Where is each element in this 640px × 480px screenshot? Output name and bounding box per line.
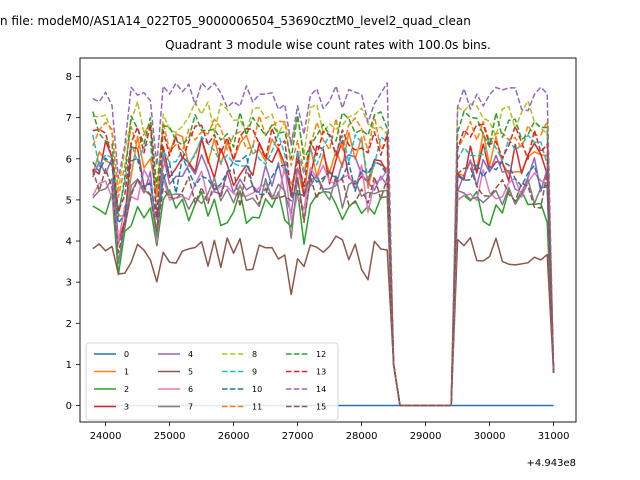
legend-label: 4 <box>188 350 193 359</box>
legend-label: 9 <box>252 368 257 377</box>
x-tick-label: 28000 <box>346 431 378 442</box>
y-tick-label: 0 <box>66 401 72 412</box>
y-tick-label: 6 <box>66 154 72 165</box>
legend-label: 6 <box>188 385 193 394</box>
legend-label: 13 <box>316 368 326 377</box>
x-tick-label: 29000 <box>410 431 442 442</box>
x-tick-label: 25000 <box>154 431 186 442</box>
legend-label: 14 <box>316 385 326 394</box>
legend-label: 8 <box>252 350 257 359</box>
y-axis: 0 1 2 3 4 5 6 7 8 <box>66 72 80 412</box>
series-line-6 <box>92 164 555 407</box>
x-axis: 24000 25000 26000 27000 28000 29000 30000 31000 <box>90 422 570 442</box>
y-tick-label: 8 <box>66 72 72 83</box>
series-line-7 <box>92 172 555 407</box>
series-line-14 <box>92 82 555 407</box>
plot-lines <box>92 82 555 407</box>
series-line-10 <box>92 154 555 407</box>
series-line-12 <box>92 110 555 407</box>
legend-label: 10 <box>252 385 262 394</box>
y-tick-label: 4 <box>66 237 72 248</box>
x-tick-label: 24000 <box>90 431 122 442</box>
legend-label: 3 <box>124 403 129 412</box>
legend-label: 1 <box>124 368 129 377</box>
y-tick-label: 2 <box>66 319 72 330</box>
series-line-13 <box>92 123 555 407</box>
legend-label: 12 <box>316 350 326 359</box>
legend-label: 11 <box>252 403 262 412</box>
y-tick-label: 1 <box>66 360 72 371</box>
axes-frame <box>79 57 577 423</box>
x-tick-label: 31000 <box>538 431 570 442</box>
y-tick-label: 5 <box>66 195 72 206</box>
legend-label: 15 <box>316 403 326 412</box>
legend-label: 5 <box>188 368 193 377</box>
y-tick-label: 3 <box>66 278 72 289</box>
series-line-15 <box>92 166 555 407</box>
chart-suptitle: n file: modeM0/AS1A14_022T05_9000006504_… <box>0 14 471 28</box>
legend-box <box>85 342 339 421</box>
legend-label: 7 <box>188 403 193 412</box>
legend-label: 0 <box>124 350 129 359</box>
series-line-11 <box>92 114 555 407</box>
series-line-5 <box>92 235 555 407</box>
x-tick-label: 26000 <box>218 431 250 442</box>
series-line-9 <box>92 133 555 407</box>
legend-label: 2 <box>124 385 129 394</box>
x-tick-label: 27000 <box>282 431 314 442</box>
x-tick-label: 30000 <box>474 431 506 442</box>
chart-title: Quadrant 3 module wise count rates with … <box>165 38 491 52</box>
x-offset-label: +4.943e8 <box>526 458 576 469</box>
y-tick-label: 7 <box>66 113 72 124</box>
